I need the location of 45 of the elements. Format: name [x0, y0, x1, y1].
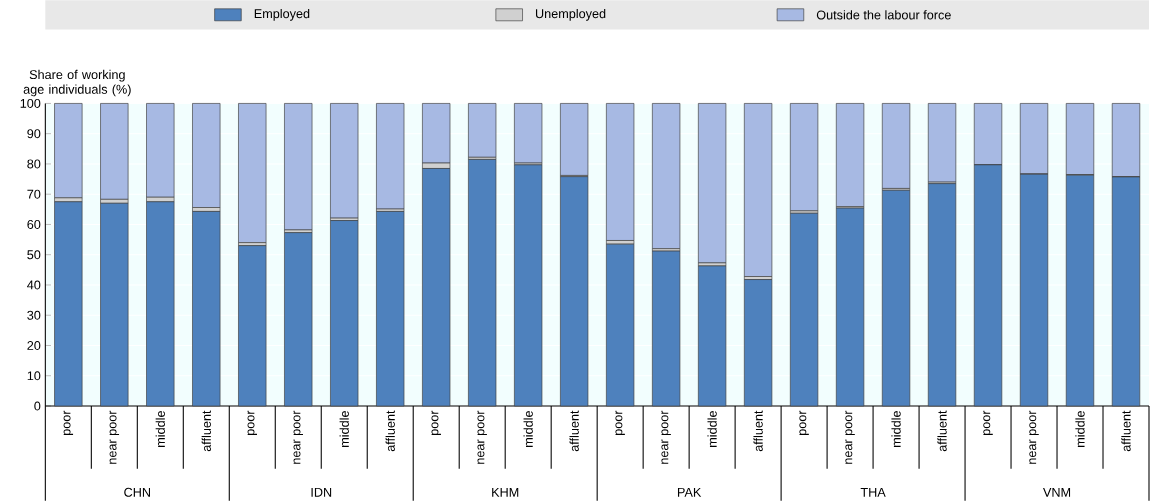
x-tick-label: near poor [1029, 410, 1039, 464]
x-tick-label: affluent [385, 410, 395, 452]
x-tick-label: poor [63, 410, 74, 436]
x-tick-label: affluent [937, 410, 947, 452]
x-tick-label: poor [247, 410, 257, 436]
text: IDN [311, 487, 332, 497]
y-tick-label: 70 [27, 189, 41, 199]
y-tick-label: 80 [27, 159, 41, 169]
x-tick-label: middle [155, 411, 165, 447]
x-tick-label: affluent [1121, 410, 1131, 452]
legend-label: Unemployed [535, 8, 606, 21]
text: KHM [492, 487, 519, 497]
y-tick-label: 50 [27, 250, 41, 260]
x-tick-label: near poor [109, 410, 120, 464]
y-axis-title: Share of working age individuals (%) [23, 69, 131, 97]
x-tick-label: affluent [569, 410, 579, 452]
x-tick-label: middle [707, 411, 717, 447]
y-tick-label: 40 [27, 280, 41, 290]
legend-label: Outside the labour force [816, 10, 951, 20]
y-tick-label: 0 [34, 401, 41, 411]
text: CHN [124, 487, 150, 497]
legend-label: Employed [254, 8, 310, 21]
x-tick-label: middle [891, 411, 901, 447]
x-tick-label: near poor [293, 410, 303, 464]
x-tick-label: near poor [661, 410, 671, 464]
x-tick-label: middle [1075, 411, 1085, 447]
y-tick-label: 100 [20, 98, 41, 108]
x-tick-label: poor [983, 410, 993, 436]
x-tick-label: affluent [753, 410, 763, 452]
y-tick-label: 30 [27, 310, 41, 320]
y-tick-label: 90 [27, 129, 41, 139]
x-tick-label: poor [431, 410, 441, 436]
x-tick-label: near poor [477, 410, 487, 464]
y-tick-label: 10 [27, 371, 41, 381]
text: PAK [677, 487, 702, 497]
x-tick-label: poor [799, 410, 809, 436]
y-tick-label: 60 [27, 219, 41, 229]
y-tick-label: 20 [27, 341, 41, 350]
x-tick-label: poor [615, 410, 625, 436]
text: THA [860, 487, 886, 497]
x-tick-label: middle [339, 411, 349, 447]
x-tick-label: near poor [845, 410, 855, 464]
x-tick-label: affluent [201, 410, 211, 452]
text: VNM [1043, 487, 1071, 497]
x-tick-label: middle [523, 411, 533, 447]
